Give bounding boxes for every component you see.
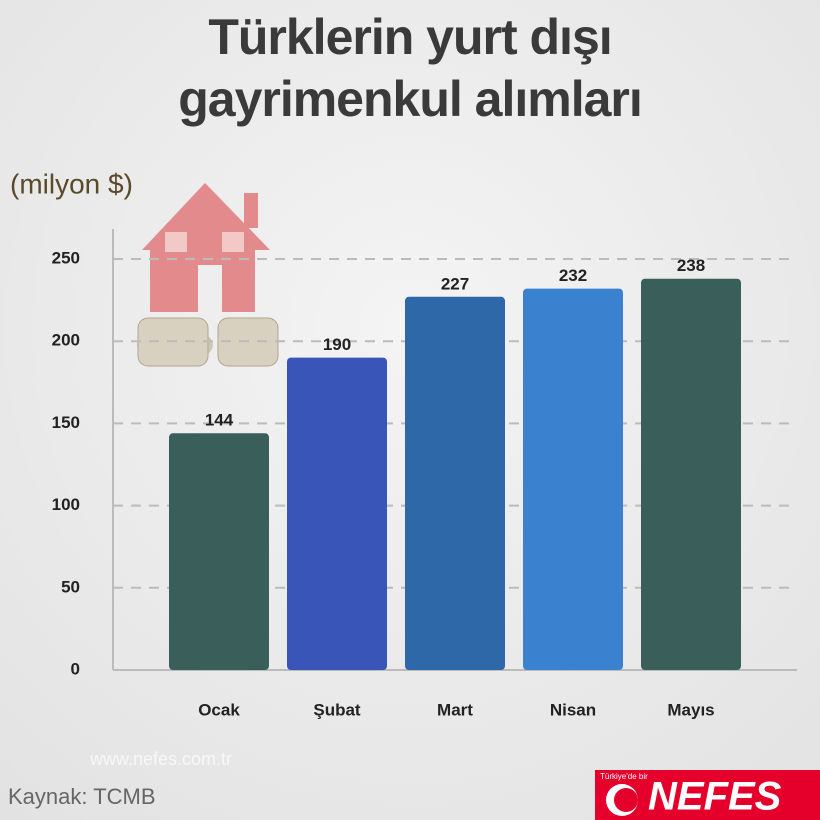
bar — [641, 278, 741, 670]
x-tick-label: Mart — [437, 700, 473, 719]
x-tick-label: Nisan — [550, 700, 596, 719]
logo-tagline: Türkiye'de bir — [600, 772, 648, 781]
house-illustration — [137, 183, 279, 367]
watermark: www.nefes.com.tr — [89, 749, 232, 769]
bar — [169, 433, 269, 670]
y-tick-label: 0 — [71, 659, 80, 678]
y-axis-label: (milyon $) — [10, 168, 133, 199]
x-tick-label: Mayıs — [667, 700, 714, 719]
source: Kaynak: TCMB — [8, 784, 156, 809]
data-label: 227 — [441, 274, 469, 293]
y-tick-label: 100 — [52, 495, 80, 514]
data-label: 232 — [559, 266, 587, 285]
x-tick-label: Şubat — [313, 700, 361, 719]
chart-title: Türklerin yurt dışı gayrimenkul alımları — [178, 9, 643, 127]
data-label: 190 — [323, 335, 351, 354]
y-tick-label: 250 — [52, 248, 80, 267]
y-tick-label: 150 — [52, 413, 80, 432]
data-label: 238 — [677, 256, 705, 275]
bar — [405, 296, 505, 670]
data-label: 144 — [205, 411, 234, 430]
bar — [523, 288, 623, 670]
logo-name: NEFES — [648, 775, 782, 819]
x-tick-label: Ocak — [198, 700, 240, 719]
y-tick-label: 200 — [52, 331, 80, 350]
y-tick-label: 50 — [61, 577, 80, 596]
bar — [287, 357, 387, 670]
